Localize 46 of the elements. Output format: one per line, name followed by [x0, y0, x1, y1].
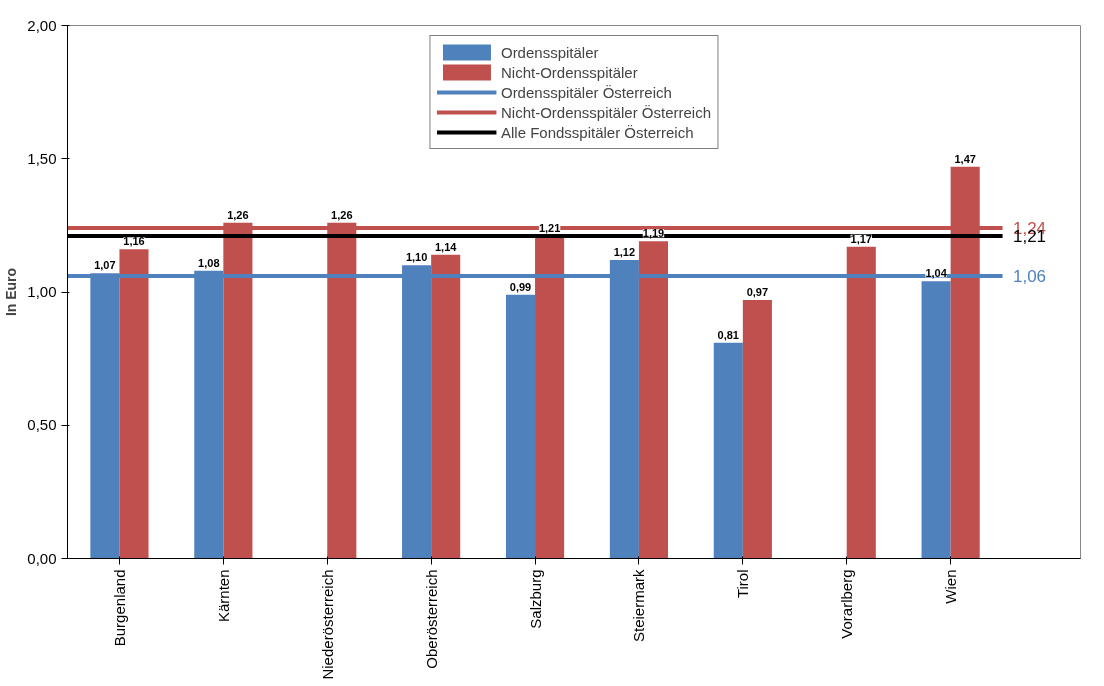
data-label: 0,97 [746, 285, 769, 298]
bar [742, 299, 772, 559]
bar [431, 254, 461, 559]
bar [119, 249, 149, 559]
data-label: 1,19 [642, 227, 665, 240]
annotation: 1,06 [1012, 267, 1047, 287]
data-label: 1,14 [434, 240, 458, 253]
y-tick-label: 0,50 [27, 416, 57, 434]
y-tick-label: 1,50 [27, 149, 57, 167]
data-label: 0,99 [509, 280, 532, 293]
x-tick-label: Steiermark [630, 569, 648, 643]
bar [535, 236, 565, 559]
data-label: 0,81 [717, 328, 740, 341]
legend-label: Ordensspitäler Österreich [500, 83, 672, 101]
bar [846, 246, 876, 559]
y-tick-label: 1,00 [27, 283, 57, 300]
bar [713, 342, 743, 559]
x-tick-label: Burgenland [110, 569, 128, 647]
data-label: 1,07 [94, 259, 116, 272]
bar [505, 294, 536, 559]
bar [921, 281, 951, 559]
y-tick-label: 0,00 [27, 549, 57, 567]
data-label: 1,17 [850, 232, 872, 245]
x-tick-label: Salzburg [526, 569, 544, 629]
y-tick-label: 2,00 [27, 16, 57, 34]
data-label: 1,26 [227, 208, 249, 221]
data-label: 1,04 [925, 267, 948, 280]
x-tick-label: Vorarlberg [838, 569, 856, 639]
data-label: 1,16 [123, 235, 145, 248]
data-label: 1,10 [405, 251, 428, 264]
x-tick-label: Tirol [734, 569, 752, 599]
data-label: 1,47 [954, 152, 976, 165]
x-tick-label: Wien [942, 569, 960, 604]
legend-label: Ordensspitäler [500, 43, 599, 61]
data-label: 1,12 [613, 246, 636, 259]
y-axis-title: In Euro [3, 267, 20, 317]
x-tick-label: Niederösterreich [318, 569, 336, 680]
legend-label: Nicht-Ordensspitäler Österreich [500, 103, 712, 121]
bar [638, 241, 669, 559]
data-label: 1,21 [538, 222, 561, 235]
data-label: 1,26 [331, 208, 353, 221]
data-label: 1,08 [198, 256, 220, 269]
x-tick-label: Oberösterreich [422, 569, 440, 669]
x-tick-label: Kärnten [214, 569, 232, 623]
legend-label: Alle Fondsspitäler Österreich [500, 123, 694, 141]
legend-label: Nicht-Ordensspitäler [500, 63, 638, 81]
